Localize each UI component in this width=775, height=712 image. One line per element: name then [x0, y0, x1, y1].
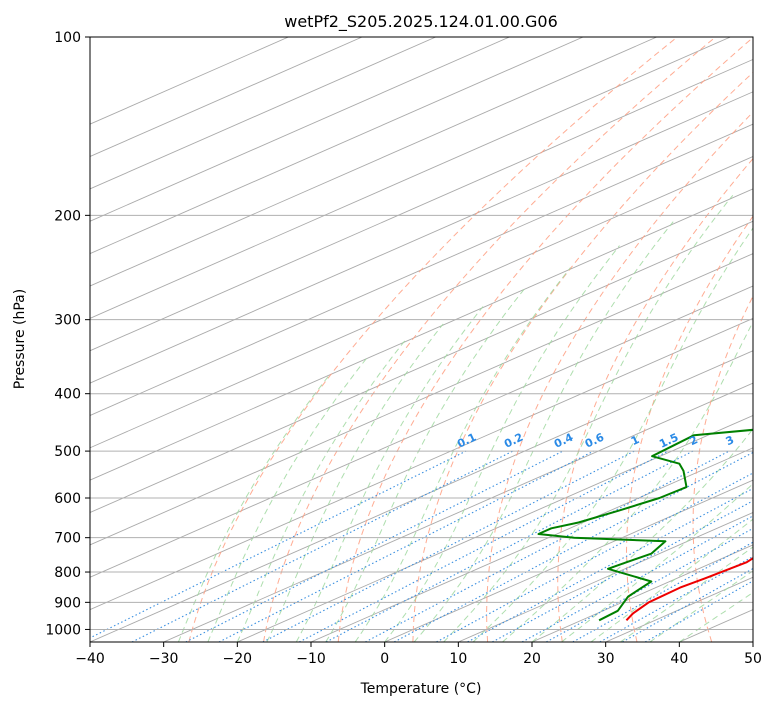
x-tick-label: 20	[523, 651, 541, 667]
x-tick-label: 50	[744, 651, 762, 667]
y-tick-label: 200	[54, 208, 81, 224]
x-tick-label: 10	[449, 651, 467, 667]
y-tick-label: 100	[54, 30, 81, 46]
x-tick-label: −40	[75, 651, 105, 667]
x-tick-label: 30	[597, 651, 615, 667]
x-tick-label: −20	[223, 651, 253, 667]
x-axis-label: Temperature (°C)	[360, 681, 482, 697]
x-tick-label: −10	[296, 651, 326, 667]
y-tick-label: 400	[54, 387, 81, 403]
y-tick-label: 500	[54, 444, 81, 460]
x-tick-label: 40	[670, 651, 688, 667]
y-axis-label: Pressure (hPa)	[12, 289, 28, 389]
y-tick-label: 1000	[45, 622, 81, 638]
y-tick-label: 800	[54, 565, 81, 581]
y-tick-label: 300	[54, 313, 81, 329]
y-tick-label: 600	[54, 491, 81, 507]
y-tick-label: 700	[54, 531, 81, 547]
x-tick-label: −30	[149, 651, 179, 667]
chart-title: wetPf2_S205.2025.124.01.00.G06	[284, 12, 558, 32]
x-tick-label: 0	[380, 651, 389, 667]
y-tick-label: 900	[54, 595, 81, 611]
